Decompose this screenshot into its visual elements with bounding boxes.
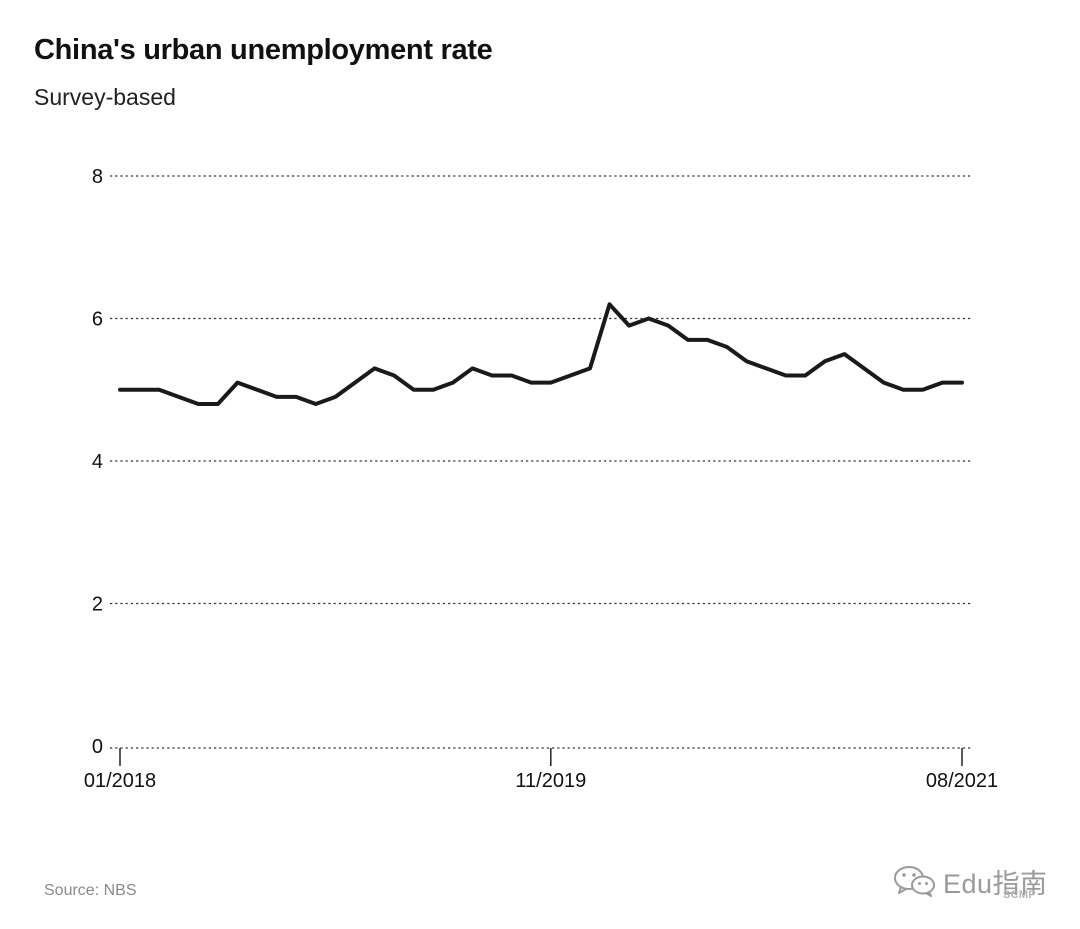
y-axis-ticks: 0 2 4 6 8	[92, 166, 103, 758]
wechat-icon	[894, 866, 935, 897]
line-chart: 0 2 4 6 8 01/2018 11/2019 08/2021	[84, 166, 998, 792]
brand-logo: SCMP	[1003, 889, 1036, 901]
unemployment-rate-line	[118, 302, 964, 406]
gridlines	[110, 175, 972, 605]
source-note: Source: NBS	[44, 882, 137, 899]
chart-subtitle: Survey-based	[34, 84, 176, 110]
x-tick-label: 11/2019	[515, 770, 586, 792]
x-tick-label: 08/2021	[926, 770, 998, 792]
y-tick-label: 6	[92, 309, 103, 331]
x-tick-label: 01/2018	[84, 770, 156, 792]
chart-title: China's urban unemployment rate	[34, 34, 493, 66]
y-tick-label: 8	[92, 166, 103, 188]
y-tick-label: 2	[92, 594, 103, 616]
x-axis: 01/2018 11/2019 08/2021	[84, 747, 998, 792]
y-tick-label: 4	[92, 451, 103, 473]
series-line	[118, 302, 964, 406]
wechat-watermark: Edu指南	[893, 863, 1048, 899]
watermark-text: Edu指南	[943, 868, 1048, 899]
y-tick-label: 0	[92, 736, 103, 758]
